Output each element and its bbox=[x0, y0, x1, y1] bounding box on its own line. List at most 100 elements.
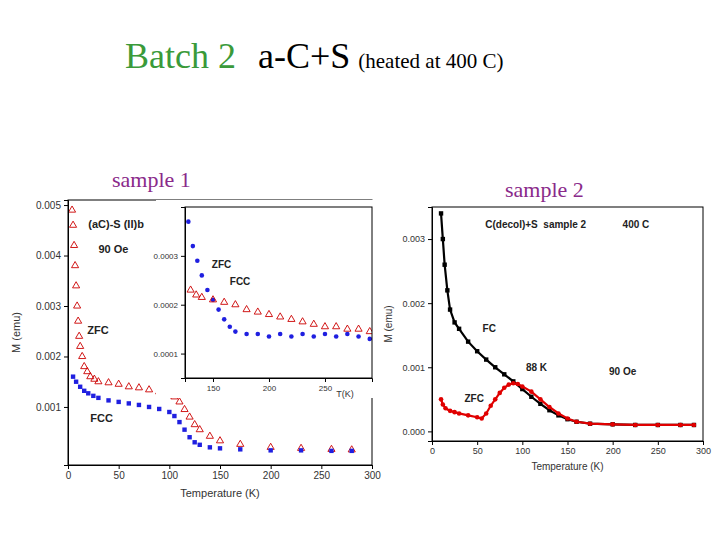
data-point bbox=[193, 291, 200, 297]
data-point bbox=[344, 325, 351, 331]
tick-mark bbox=[119, 465, 120, 469]
tick-label: 0.002 bbox=[36, 351, 61, 362]
tick-label: 0 bbox=[66, 470, 72, 481]
data-point bbox=[502, 372, 506, 376]
axis-line bbox=[186, 379, 373, 383]
tick: 0.002 bbox=[36, 351, 68, 362]
data-point bbox=[167, 410, 171, 414]
data-point bbox=[610, 422, 615, 427]
tick-label: 200 bbox=[263, 470, 280, 481]
data-point bbox=[538, 397, 543, 402]
tick-label: 100 bbox=[161, 470, 178, 481]
data-point bbox=[457, 411, 462, 416]
data-point bbox=[633, 423, 638, 428]
tick: 150 bbox=[207, 378, 221, 393]
data-point bbox=[497, 391, 502, 396]
tick-label: 0.0003 bbox=[154, 252, 179, 261]
data-point bbox=[196, 426, 203, 432]
data-point bbox=[516, 382, 521, 387]
data-point bbox=[529, 395, 533, 399]
tick: 0.001 bbox=[402, 363, 432, 373]
data-point bbox=[355, 325, 362, 331]
data-point bbox=[442, 262, 446, 266]
data-point bbox=[445, 288, 449, 292]
data-point bbox=[116, 400, 120, 404]
data-point bbox=[95, 378, 102, 384]
series-line bbox=[441, 383, 694, 425]
data-point bbox=[216, 437, 223, 443]
data-point bbox=[488, 403, 493, 408]
tick-label: 0.001 bbox=[402, 363, 425, 373]
annotation: 400 C bbox=[623, 219, 650, 230]
data-point bbox=[502, 385, 507, 390]
tick: 250 bbox=[651, 441, 666, 456]
data-point bbox=[105, 379, 112, 385]
data-point bbox=[333, 323, 340, 329]
annotation: 88 K bbox=[526, 362, 548, 373]
data-point bbox=[91, 394, 95, 398]
data-point bbox=[192, 440, 196, 444]
tick-label: 0 bbox=[430, 446, 435, 456]
annotation: ZFC bbox=[87, 324, 108, 336]
tick-label: 0.003 bbox=[36, 301, 61, 312]
data-point bbox=[547, 405, 552, 410]
tick-mark bbox=[372, 465, 373, 469]
tick-mark bbox=[658, 441, 659, 445]
tick-mark bbox=[271, 465, 272, 469]
data-point bbox=[199, 273, 204, 278]
tick-mark bbox=[64, 256, 68, 257]
data-point bbox=[233, 329, 238, 334]
data-point bbox=[678, 423, 683, 428]
tick: 0.003 bbox=[402, 234, 432, 244]
tick-label: 0.000 bbox=[402, 427, 425, 437]
data-point bbox=[506, 382, 511, 387]
title-part: a-C+S bbox=[258, 36, 350, 76]
data-point bbox=[232, 301, 239, 307]
data-point bbox=[556, 411, 561, 416]
data-point bbox=[206, 432, 213, 438]
data-point bbox=[237, 440, 244, 446]
data-point bbox=[79, 352, 86, 358]
tick: 0.0001 bbox=[154, 350, 185, 359]
data-point bbox=[588, 421, 592, 425]
tick-label: 200 bbox=[263, 384, 277, 393]
data-point bbox=[205, 288, 210, 293]
data-point bbox=[321, 323, 328, 329]
tick-label: 150 bbox=[212, 470, 229, 481]
annotation: (aC)-S (II)b bbox=[88, 218, 144, 230]
tick-label: 150 bbox=[207, 384, 221, 393]
data-point bbox=[565, 417, 569, 421]
data-point bbox=[227, 324, 232, 329]
data-point bbox=[187, 435, 191, 439]
data-point bbox=[146, 386, 153, 392]
data-point bbox=[366, 327, 372, 333]
x-axis: 050100150200250300 bbox=[430, 441, 711, 456]
data-point bbox=[289, 334, 294, 339]
tick: 0 bbox=[430, 441, 435, 456]
annotation: FC bbox=[483, 323, 496, 334]
data-point bbox=[479, 416, 484, 421]
tick-mark bbox=[64, 407, 68, 408]
x-axis-label: Temperature (K) bbox=[180, 487, 259, 499]
tick: 250 bbox=[313, 465, 330, 481]
data-point bbox=[72, 262, 79, 268]
tick-label: 0.004 bbox=[36, 250, 61, 261]
data-point bbox=[538, 402, 542, 406]
tick-mark bbox=[325, 378, 326, 382]
data-point bbox=[574, 419, 579, 424]
tick-mark bbox=[181, 305, 185, 306]
tick-label: 100 bbox=[515, 446, 530, 456]
tick: 300 bbox=[696, 441, 711, 456]
tick: 0.003 bbox=[36, 301, 68, 312]
tick-label: 300 bbox=[696, 446, 711, 456]
data-point bbox=[147, 405, 151, 409]
tick: 0.000 bbox=[402, 427, 432, 437]
x-axis-label: T(K) bbox=[336, 389, 354, 399]
tick-mark bbox=[321, 465, 322, 469]
tick-label: 0.002 bbox=[402, 299, 425, 309]
data-point bbox=[208, 445, 212, 449]
title-part: Batch 2 bbox=[125, 36, 236, 76]
data-point bbox=[588, 421, 593, 426]
data-point bbox=[678, 423, 682, 427]
tick: 100 bbox=[515, 441, 530, 456]
